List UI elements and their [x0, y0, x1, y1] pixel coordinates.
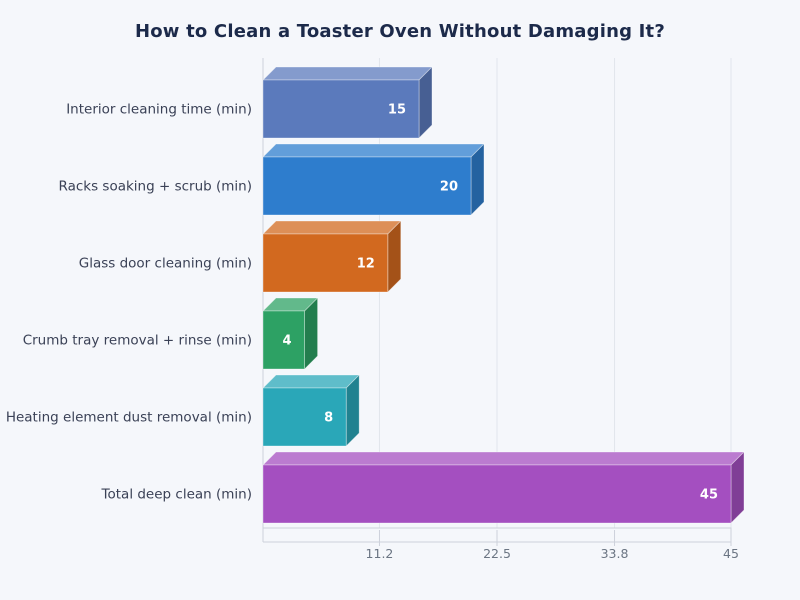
x-tick-label: 33.8: [601, 546, 629, 561]
bar-front-face[interactable]: [262, 387, 347, 447]
bar-side-face[interactable]: [345, 374, 360, 447]
axis-frame: [262, 58, 732, 546]
category-label: Racks soaking + scrub (min): [59, 179, 253, 195]
bars: 15 20 12 4 8 45: [262, 66, 745, 524]
category-labels: Interior cleaning time (min) Racks soakin…: [6, 102, 252, 503]
bar-top-face[interactable]: [262, 66, 433, 81]
bar-value-label: 45: [700, 488, 718, 503]
bar-row-5[interactable]: 45: [262, 451, 745, 524]
bar-value-label: 20: [440, 180, 458, 195]
bar-side-face[interactable]: [730, 451, 745, 524]
bar-top-face[interactable]: [262, 143, 485, 158]
bar-row-0[interactable]: 15: [262, 66, 433, 139]
bar-top-face[interactable]: [262, 374, 360, 389]
chart-title: How to Clean a Toaster Oven Without Dama…: [134, 21, 666, 42]
bar-row-1[interactable]: 20: [262, 143, 485, 216]
bar-side-face[interactable]: [418, 66, 433, 139]
x-tick-label: 22.5: [483, 546, 511, 561]
category-label: Heating element dust removal (min): [6, 410, 252, 426]
bar-front-face[interactable]: [262, 233, 389, 293]
category-label: Crumb tray removal + rinse (min): [23, 333, 252, 349]
bar-side-face[interactable]: [304, 297, 319, 370]
bar-row-2[interactable]: 12: [262, 220, 402, 293]
category-label: Glass door cleaning (min): [79, 256, 252, 272]
x-tick-label: 11.2: [366, 546, 394, 561]
bar-front-face[interactable]: [262, 464, 732, 524]
bar-front-face[interactable]: [262, 79, 420, 139]
tick-labels: 11.2 22.5 33.8 45: [366, 546, 739, 561]
bar-value-label: 4: [283, 334, 292, 349]
bar-front-face[interactable]: [262, 310, 306, 370]
bar-side-face[interactable]: [387, 220, 402, 293]
bar-front-face[interactable]: [262, 156, 472, 216]
category-label: Interior cleaning time (min): [66, 102, 252, 118]
bar-row-4[interactable]: 8: [262, 374, 360, 447]
x-tick-label: 45: [723, 546, 739, 561]
bar-value-label: 12: [357, 257, 375, 272]
bar-top-face[interactable]: [262, 220, 402, 235]
bar-row-3[interactable]: 4: [262, 297, 319, 370]
bar-side-face[interactable]: [470, 143, 485, 216]
category-label: Total deep clean (min): [101, 487, 252, 503]
bar-top-face[interactable]: [262, 451, 745, 466]
bar-value-label: 15: [388, 103, 406, 118]
bar-value-label: 8: [324, 411, 333, 426]
